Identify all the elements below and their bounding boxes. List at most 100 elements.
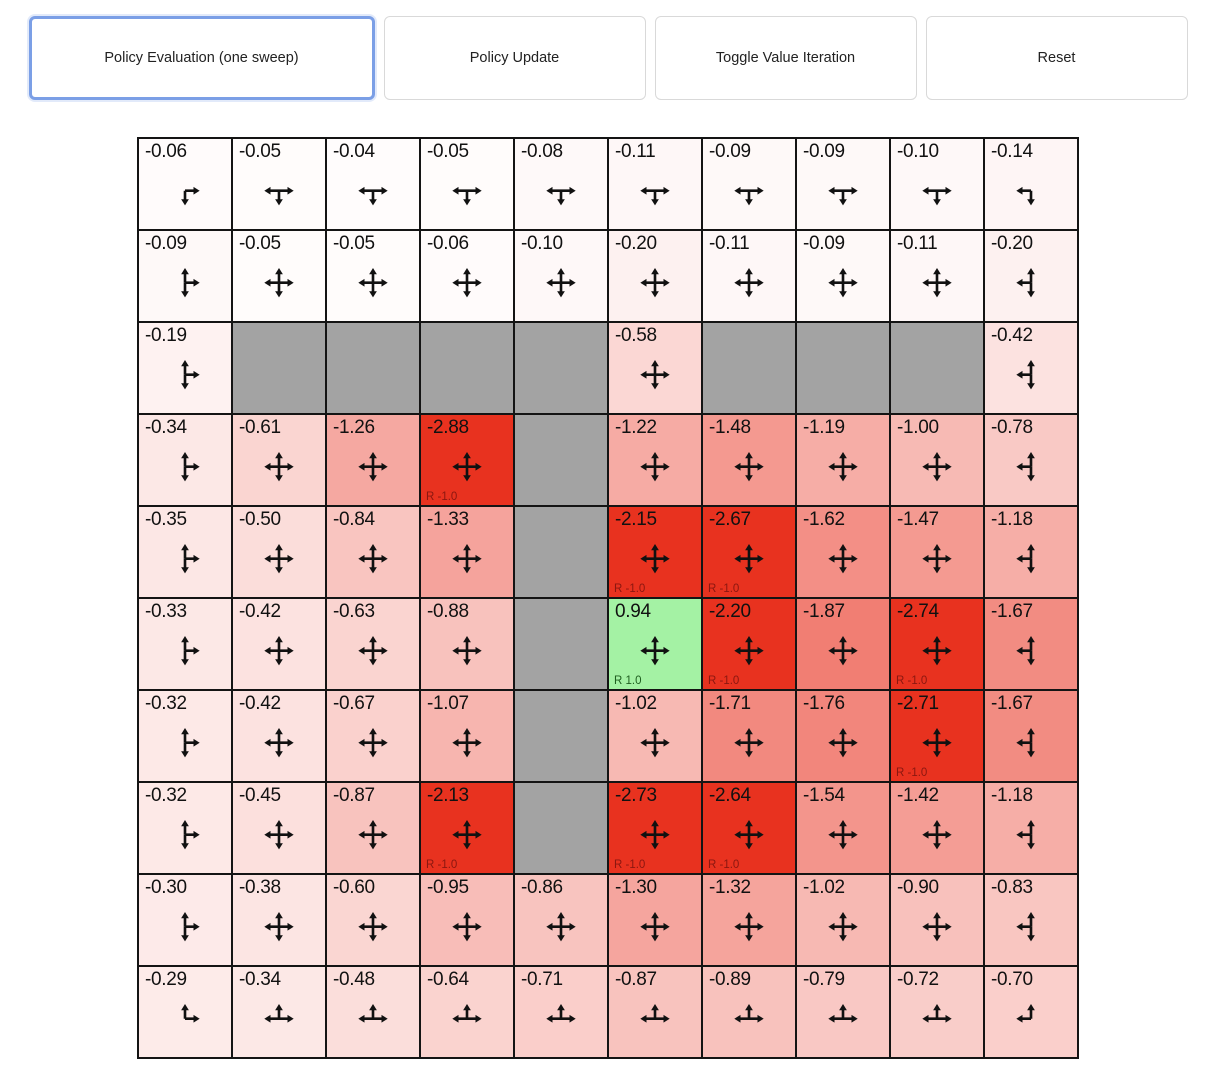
grid-cell[interactable]: -0.72 [891,967,983,1057]
grid-cell[interactable]: -1.02 [797,875,889,965]
button-policy-evaluation-one-sweep[interactable]: Policy Evaluation (one sweep) [28,16,375,100]
grid-cell[interactable]: -0.09 [797,139,889,229]
grid-cell[interactable]: -1.18 [985,507,1077,597]
grid-cell[interactable]: -0.06 [139,139,231,229]
grid-cell[interactable]: -1.18 [985,783,1077,873]
grid-cell[interactable]: -2.20 R -1.0 [703,599,795,689]
wall-cell[interactable] [515,783,607,873]
grid-cell[interactable]: -0.79 [797,967,889,1057]
grid-cell[interactable]: -0.19 [139,323,231,413]
wall-cell[interactable] [703,323,795,413]
grid-cell[interactable]: -0.09 [139,231,231,321]
grid-cell[interactable]: -0.20 [985,231,1077,321]
grid-cell[interactable]: -1.02 [609,691,701,781]
wall-cell[interactable] [515,691,607,781]
grid-cell[interactable]: -0.05 [233,139,325,229]
wall-cell[interactable] [515,507,607,597]
grid-cell[interactable]: -0.63 [327,599,419,689]
grid-cell[interactable]: -0.05 [327,231,419,321]
button-policy-update[interactable]: Policy Update [383,16,646,100]
grid-cell[interactable]: -0.35 [139,507,231,597]
wall-cell[interactable] [421,323,513,413]
grid-cell[interactable]: -1.54 [797,783,889,873]
grid-cell[interactable]: -0.58 [609,323,701,413]
grid-cell[interactable]: -0.45 [233,783,325,873]
grid-cell[interactable]: -1.32 [703,875,795,965]
wall-cell[interactable] [797,323,889,413]
grid-cell[interactable]: -0.71 [515,967,607,1057]
grid-cell[interactable]: -0.89 [703,967,795,1057]
grid-cell[interactable]: -0.48 [327,967,419,1057]
grid-cell[interactable]: -0.06 [421,231,513,321]
grid-cell[interactable]: -1.48 [703,415,795,505]
grid-cell[interactable]: -0.34 [139,415,231,505]
grid-cell[interactable]: -2.67 R -1.0 [703,507,795,597]
wall-cell[interactable] [515,323,607,413]
grid-cell[interactable]: -1.30 [609,875,701,965]
grid-cell[interactable]: -1.42 [891,783,983,873]
grid-cell[interactable]: -0.70 [985,967,1077,1057]
grid-cell[interactable]: -0.09 [797,231,889,321]
grid-cell[interactable]: -0.10 [891,139,983,229]
grid-cell[interactable]: -2.15 R -1.0 [609,507,701,597]
grid-cell[interactable]: -0.11 [703,231,795,321]
grid-cell[interactable]: 0.94 R 1.0 [609,599,701,689]
grid-cell[interactable]: -1.76 [797,691,889,781]
grid-cell[interactable]: -0.29 [139,967,231,1057]
grid-cell[interactable]: -1.26 [327,415,419,505]
grid-cell[interactable]: -0.83 [985,875,1077,965]
grid-cell[interactable]: -0.67 [327,691,419,781]
grid-cell[interactable]: -1.67 [985,599,1077,689]
wall-cell[interactable] [515,415,607,505]
grid-cell[interactable]: -0.30 [139,875,231,965]
grid-cell[interactable]: -0.32 [139,783,231,873]
grid-cell[interactable]: -0.14 [985,139,1077,229]
grid-cell[interactable]: -0.60 [327,875,419,965]
grid-cell[interactable]: -2.64 R -1.0 [703,783,795,873]
button-toggle-value-iteration[interactable]: Toggle Value Iteration [654,16,917,100]
wall-cell[interactable] [327,323,419,413]
grid-cell[interactable]: -0.10 [515,231,607,321]
grid-cell[interactable]: -2.13 R -1.0 [421,783,513,873]
grid-cell[interactable]: -1.87 [797,599,889,689]
grid-cell[interactable]: -1.62 [797,507,889,597]
grid-cell[interactable]: -0.42 [985,323,1077,413]
grid-cell[interactable]: -0.20 [609,231,701,321]
grid-cell[interactable]: -2.71 R -1.0 [891,691,983,781]
grid-cell[interactable]: -0.50 [233,507,325,597]
grid-cell[interactable]: -1.47 [891,507,983,597]
grid-cell[interactable]: -0.11 [891,231,983,321]
wall-cell[interactable] [233,323,325,413]
grid-cell[interactable]: -1.22 [609,415,701,505]
grid-cell[interactable]: -0.42 [233,599,325,689]
grid-cell[interactable]: -0.64 [421,967,513,1057]
grid-cell[interactable]: -0.08 [515,139,607,229]
grid-cell[interactable]: -0.33 [139,599,231,689]
grid-cell[interactable]: -1.71 [703,691,795,781]
grid-cell[interactable]: -1.19 [797,415,889,505]
grid-cell[interactable]: -0.95 [421,875,513,965]
grid-cell[interactable]: -0.11 [609,139,701,229]
grid-cell[interactable]: -0.38 [233,875,325,965]
grid-cell[interactable]: -0.90 [891,875,983,965]
grid-cell[interactable]: -0.09 [703,139,795,229]
button-reset[interactable]: Reset [925,16,1188,100]
grid-cell[interactable]: -0.32 [139,691,231,781]
grid-cell[interactable]: -1.07 [421,691,513,781]
grid-cell[interactable]: -0.88 [421,599,513,689]
grid-cell[interactable]: -0.87 [327,783,419,873]
wall-cell[interactable] [891,323,983,413]
grid-cell[interactable]: -2.73 R -1.0 [609,783,701,873]
grid-cell[interactable]: -0.05 [233,231,325,321]
grid-cell[interactable]: -2.74 R -1.0 [891,599,983,689]
grid-cell[interactable]: -0.87 [609,967,701,1057]
grid-cell[interactable]: -0.04 [327,139,419,229]
grid-cell[interactable]: -1.33 [421,507,513,597]
grid-cell[interactable]: -0.78 [985,415,1077,505]
grid-cell[interactable]: -0.34 [233,967,325,1057]
grid-cell[interactable]: -0.86 [515,875,607,965]
wall-cell[interactable] [515,599,607,689]
grid-cell[interactable]: -0.42 [233,691,325,781]
grid-cell[interactable]: -1.00 [891,415,983,505]
grid-cell[interactable]: -2.88 R -1.0 [421,415,513,505]
